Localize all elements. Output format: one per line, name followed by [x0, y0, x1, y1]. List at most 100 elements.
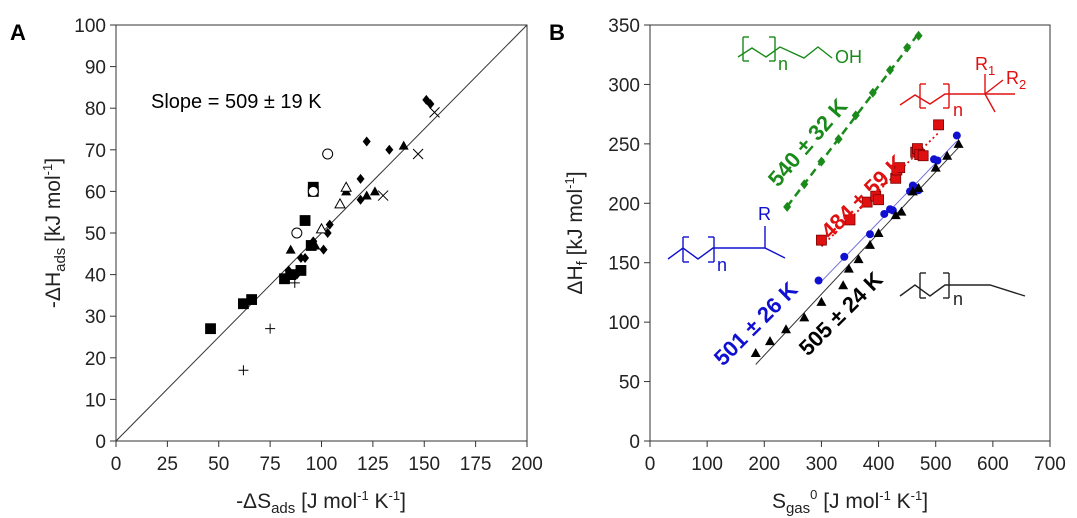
panel-a-point-triangle-open [315, 222, 328, 234]
panel-a-point-plus [265, 323, 276, 334]
black-point [942, 150, 953, 160]
panel-a-ticks: 0 25 50 75 100 125 150 175 200 0 10 20 30 40 50 60 70 80 9… [74, 16, 543, 475]
panel-a-point-diamond [325, 219, 334, 230]
black-series-label: 505 ± 24 K [794, 267, 888, 361]
black-n: n [953, 289, 963, 309]
panel-b-xtick-label: 500 [920, 454, 952, 475]
green-point [886, 65, 894, 76]
panel-a-ytick-label: 100 [74, 16, 106, 37]
panel-a-point-triangle [398, 140, 409, 150]
black-point [890, 210, 901, 220]
panel-b-xtick-label: 0 [645, 454, 656, 475]
panel-b-xtick-label: 200 [748, 454, 780, 475]
panel-a-point-square [295, 265, 307, 276]
panel-a-point-diamond [292, 269, 301, 280]
red-point [917, 150, 929, 162]
panel-a-point-square [246, 294, 258, 305]
panel-a-xtick-label: 100 [306, 454, 338, 475]
panel-a-xtick-label: 0 [111, 454, 122, 475]
panel-b-ylabel: ΔHf [kJ mol-1] [562, 171, 591, 294]
panel-a: 0 25 50 75 100 125 150 175 200 0 10 20 30 40 50 60 70 80 9… [40, 16, 543, 517]
panel-a-ytick-label: 60 [85, 182, 106, 203]
panel-a-xtick-label: 175 [460, 454, 492, 475]
red-point [894, 162, 906, 174]
panel-a-point-diamond [356, 173, 365, 184]
panel-a-xtick-label: 125 [357, 454, 389, 475]
panel-a-point-plus [289, 277, 300, 288]
panel-a-ytick-label: 20 [85, 349, 106, 370]
black-point [896, 206, 907, 216]
panel-a-point-x [429, 107, 440, 118]
panel-a-ytick-label: 90 [85, 58, 106, 79]
blue-branched-structure: n R [667, 204, 786, 275]
panel-a-point-square [205, 323, 216, 335]
panel-a-marks [205, 94, 440, 376]
panel-a-ytick-label: 70 [85, 141, 106, 162]
black-point [907, 186, 918, 196]
red-n: n [953, 100, 963, 120]
panel-b-ytick-label: 250 [608, 135, 640, 156]
black-fit-line [755, 147, 959, 365]
green-fit-line [786, 32, 920, 208]
black-point [930, 162, 941, 172]
red-r2: R2 [1006, 68, 1026, 92]
red-point [844, 214, 856, 226]
green-point [914, 30, 923, 41]
panel-a-ytick-label: 30 [85, 307, 106, 328]
black-point [853, 254, 864, 264]
panel-a-point-diamond [362, 136, 371, 147]
panel-a-point-triangle [361, 190, 372, 200]
blue-point [866, 230, 874, 239]
panel-b-ticks: 0 100 200 300 400 500 600 700 0 50 100 150 200 250 300… [608, 16, 1066, 475]
red-point [933, 119, 944, 131]
blue-point [840, 252, 849, 261]
panel-b-ytick-label: 300 [608, 75, 640, 96]
red-point [873, 194, 884, 206]
panel-a-point-circle-open [322, 148, 334, 160]
panel-a-ylabel: -ΔHads [kJ mol-1] [40, 158, 69, 308]
panel-b-ytick-label: 100 [608, 313, 640, 334]
panel-a-xlabel: -ΔSads [J mol-1 K-1] [236, 488, 406, 517]
black-point [799, 312, 810, 322]
panel-b: 0 100 200 300 400 500 600 700 0 50 100 150 200 250 300… [562, 16, 1066, 517]
panel-a-ytick-label: 80 [85, 99, 106, 120]
green-point [868, 87, 877, 98]
panel-a-point-triangle-open [334, 197, 346, 209]
panel-a-point-square [299, 215, 311, 226]
panel-a-xtick-label: 75 [260, 454, 281, 475]
black-point [816, 296, 827, 306]
black-point [843, 263, 854, 273]
panel-a-annotation: Slope = 509 ± 19 K [151, 91, 322, 113]
panel-a-point-circle-open [291, 227, 303, 239]
panel-a-xtick-label: 200 [511, 454, 543, 475]
panel-a-point-diamond [385, 144, 394, 155]
panel-a-point-diamond [319, 244, 328, 255]
black-chain [899, 284, 1026, 297]
panel-a-letter: A [10, 20, 26, 45]
black-point [865, 239, 875, 249]
panel-b-xtick-label: 300 [806, 454, 838, 475]
panel-b-ytick-label: 150 [608, 254, 640, 275]
blue-point [814, 276, 823, 285]
panel-a-ytick-label: 40 [85, 266, 106, 287]
panel-a-xtick-label: 50 [208, 454, 229, 475]
panel-b-frame [649, 24, 1051, 442]
panel-a-ytick-label: 50 [85, 224, 106, 245]
panel-b-marks [750, 30, 964, 358]
panel-b-ytick-label: 50 [619, 373, 640, 394]
black-point [750, 348, 761, 358]
panel-a-point-x [412, 148, 424, 160]
panel-a-xtick-label: 25 [157, 454, 178, 475]
panel-b-xtick-label: 400 [863, 454, 895, 475]
black-point [953, 138, 964, 148]
panel-a-xtick-label: 150 [408, 454, 440, 475]
red-point [816, 234, 827, 246]
red-chain [899, 93, 1015, 106]
panel-b-xtick-label: 100 [691, 454, 723, 475]
green-alcohol-structure: n OH [737, 36, 862, 74]
panel-b-xtick-label: 600 [977, 454, 1009, 475]
black-point [781, 324, 791, 334]
panel-a-point-diamond [301, 252, 310, 263]
red-branched-structure: n R1 R2 [899, 54, 1026, 120]
